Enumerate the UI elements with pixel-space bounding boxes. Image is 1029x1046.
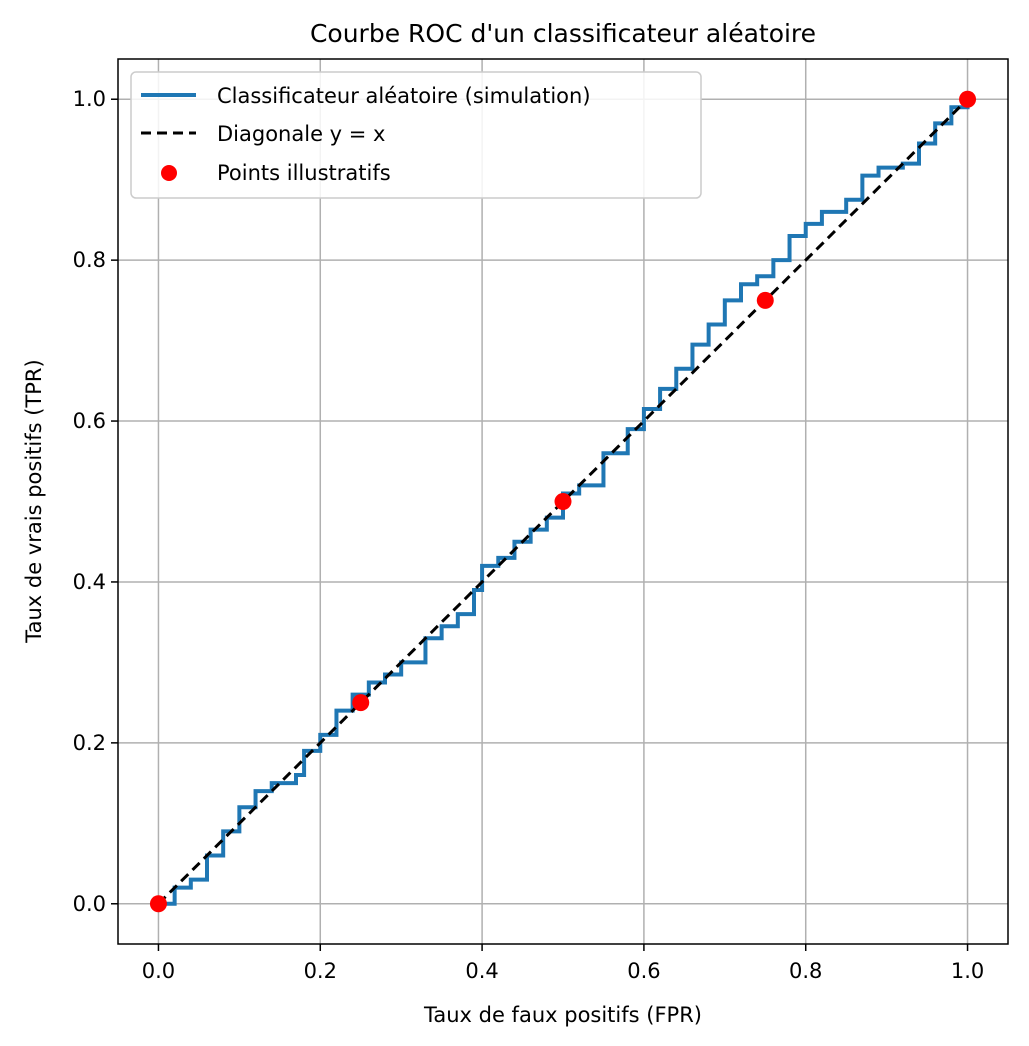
diagonal-line: [157, 98, 969, 905]
legend-swatch-points: [161, 165, 177, 181]
x-axis-label: Taux de faux positifs (FPR): [423, 1003, 702, 1027]
series-layer: [157, 98, 970, 906]
illustrative-point: [756, 291, 774, 309]
illustrative-point: [352, 694, 370, 712]
axes-frame: [117, 58, 1009, 945]
axis-ticks: 0.0 0.2 0.4 0.6 0.8 1.0 0.0 0.2 0.4 0.6 0.8 1.0: [73, 87, 985, 983]
y-axis-label: Taux de vrais positifs (TPR): [22, 359, 46, 643]
legend-label-points: Points illustratifs: [217, 161, 391, 185]
y-tick-label: 0.0: [73, 892, 106, 916]
illustrative-point: [959, 90, 977, 108]
y-tick-label: 0.4: [73, 570, 106, 594]
y-tick-label: 0.8: [73, 248, 106, 272]
legend-label-diagonal: Diagonale y = x: [217, 122, 385, 146]
x-tick-label: 0.8: [789, 959, 822, 983]
y-tick-label: 0.2: [73, 731, 106, 755]
x-tick-label: 0.0: [142, 959, 175, 983]
illustrative-point: [149, 895, 167, 913]
chart-title: Courbe ROC d'un classificateur aléatoire: [310, 19, 816, 48]
x-tick-label: 1.0: [951, 959, 984, 983]
plot-area: [149, 90, 977, 913]
illustrative-point: [554, 493, 572, 510]
x-tick-label: 0.4: [465, 959, 498, 983]
x-tick-label: 0.6: [627, 959, 660, 983]
y-tick-label: 0.6: [73, 409, 106, 433]
legend-frame: [130, 71, 702, 199]
x-tick-label: 0.2: [304, 959, 337, 983]
y-tick-label: 1.0: [73, 87, 106, 111]
legend-label-simulation: Classificateur aléatoire (simulation): [217, 84, 591, 108]
legend: Classificateur aléatoire (simulation) Di…: [130, 71, 702, 199]
